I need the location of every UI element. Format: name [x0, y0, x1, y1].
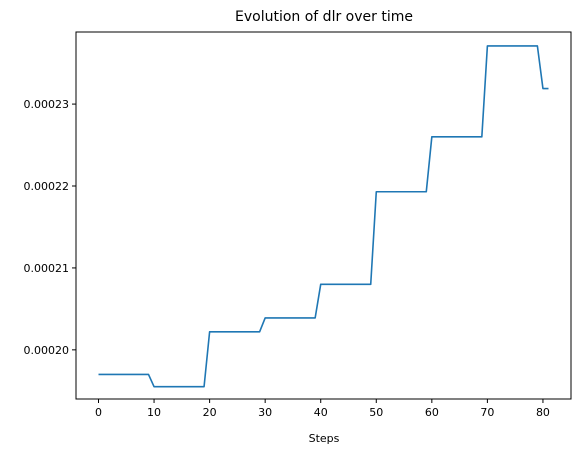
x-tick-label: 30: [258, 406, 272, 419]
chart-title: Evolution of dlr over time: [235, 9, 413, 25]
y-axis-ticks: 0.00020 0.00021 0.00022 0.00023: [24, 98, 76, 357]
x-tick-label: 20: [203, 406, 217, 419]
y-tick-label: 0.00022: [24, 180, 70, 193]
x-tick-label: 80: [536, 406, 550, 419]
x-tick-label: 70: [480, 406, 494, 419]
y-tick-label: 0.00023: [24, 98, 70, 111]
x-axis-label: Steps: [309, 432, 340, 445]
plot-frame: [75, 31, 572, 400]
x-tick-label: 40: [314, 406, 328, 419]
x-tick-label: 0: [95, 406, 102, 419]
plot-series: [98, 45, 549, 388]
y-tick-label: 0.00020: [24, 344, 70, 357]
series-line-0: [98, 45, 549, 388]
x-tick-label: 50: [369, 406, 383, 419]
x-tick-label: 10: [147, 406, 161, 419]
x-tick-label: 60: [425, 406, 439, 419]
x-axis-ticks: 0 10 20 30 40 50 60 70 80: [95, 399, 550, 419]
y-tick-label: 0.00021: [24, 262, 70, 275]
